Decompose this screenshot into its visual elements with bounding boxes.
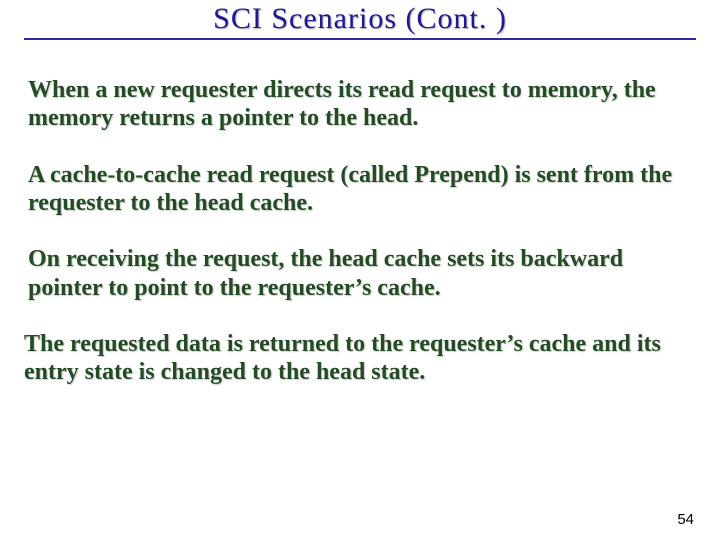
body-paragraph: The requested data is returned to the re… (24, 330, 692, 387)
title-container: SCI Scenarios (Cont. ) (0, 0, 720, 36)
body-paragraph: On receiving the request, the head cache… (28, 245, 692, 302)
slide-content: When a new requester directs its read re… (0, 40, 720, 387)
body-paragraph: When a new requester directs its read re… (28, 76, 692, 133)
slide: SCI Scenarios (Cont. ) When a new reques… (0, 0, 720, 540)
body-paragraph: A cache-to-cache read request (called Pr… (28, 161, 692, 218)
slide-title: SCI Scenarios (Cont. ) (213, 2, 507, 36)
page-number: 54 (677, 511, 694, 528)
